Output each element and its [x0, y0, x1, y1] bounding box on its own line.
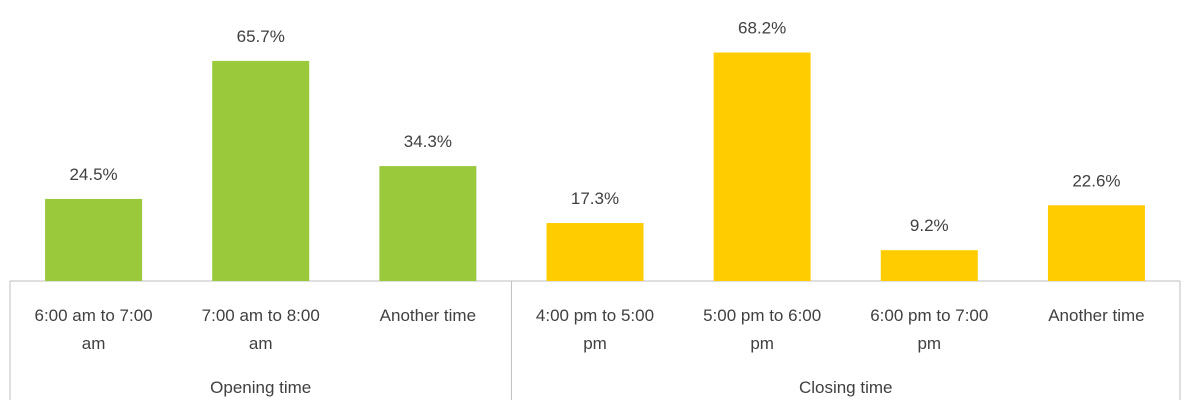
group-label: Opening time — [210, 378, 311, 397]
bar — [546, 223, 644, 281]
label-layer: 24.5% 6:00 am to 7:00 am 65.7% 7:00 am to 8:… — [35, 19, 1145, 397]
category-label: Another time — [1048, 306, 1144, 325]
value-label: 17.3% — [571, 189, 619, 208]
bar-layer — [45, 52, 1145, 281]
category-label: pm — [583, 334, 607, 353]
category-label: 5:00 pm to 6:00 — [703, 306, 821, 325]
group-label: Closing time — [799, 378, 893, 397]
category-label: pm — [917, 334, 941, 353]
category-label: am — [249, 334, 273, 353]
value-label: 68.2% — [738, 19, 786, 38]
value-label: 9.2% — [910, 216, 949, 235]
value-label: 65.7% — [237, 27, 285, 46]
bar — [713, 52, 811, 281]
category-label: 6:00 am to 7:00 — [35, 306, 153, 325]
bar — [379, 166, 477, 281]
bar — [212, 60, 310, 281]
bar — [1047, 205, 1145, 281]
value-label: 22.6% — [1072, 171, 1120, 190]
bar — [45, 198, 143, 281]
category-label: pm — [750, 334, 774, 353]
category-label: am — [82, 334, 106, 353]
category-label: 7:00 am to 8:00 — [202, 306, 320, 325]
category-label: 4:00 pm to 5:00 — [536, 306, 654, 325]
value-label: 34.3% — [404, 132, 452, 151]
bar — [880, 250, 978, 281]
value-label: 24.5% — [69, 165, 117, 184]
category-label: Another time — [380, 306, 476, 325]
category-label: 6:00 pm to 7:00 — [870, 306, 988, 325]
